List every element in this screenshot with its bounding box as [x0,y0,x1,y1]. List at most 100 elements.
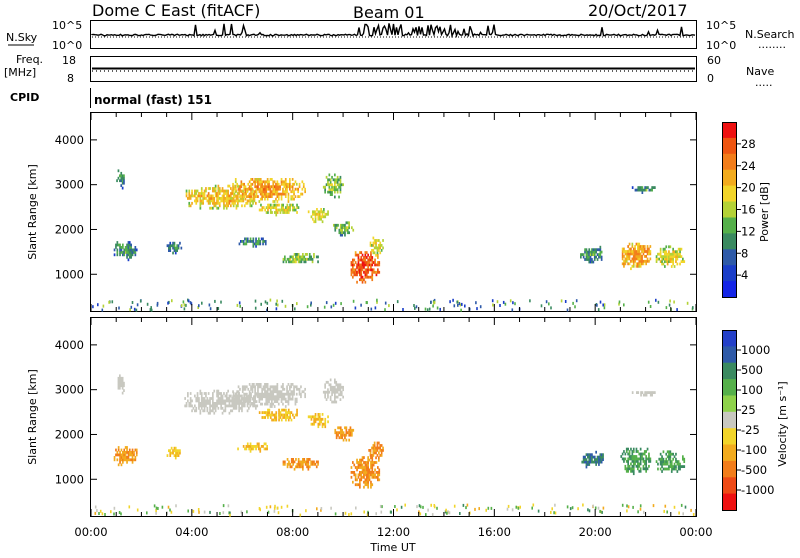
echo-cell [273,390,276,394]
echo-cell [642,393,645,397]
echo-cell [370,253,372,257]
echo-cell [632,467,635,471]
echo-cell [299,255,301,259]
echo-cell [120,379,123,383]
echo-cell [318,217,321,221]
noise-cell [104,513,106,516]
echo-cell [649,257,652,261]
echo-cell [341,428,343,432]
echo-cell [636,391,638,394]
echo-cell [300,392,302,396]
echo-cell [664,255,666,258]
echo-cell [314,217,317,221]
echo-cell [117,463,120,467]
echo-cell [339,185,342,189]
echo-cell [365,466,368,469]
echo-cell [677,460,680,463]
echo-cell [664,257,666,261]
x-tick-label: 12:00 [377,525,410,539]
echo-cell [668,250,670,254]
noise-cell [666,510,668,514]
noise-cell [618,300,621,304]
echo-cell [169,249,172,252]
echo-cell [292,208,294,212]
echo-cell [214,187,217,190]
echo-cell [639,452,642,456]
echo-cell [275,390,277,394]
echo-region [322,378,344,404]
noise-cell [676,308,678,312]
colorbar-tick-label: -25 [741,423,760,437]
echo-cell [657,257,659,261]
velocity-colorbar-label: Velocity [m s⁻¹] [776,381,789,466]
noise-cell [94,505,97,509]
echo-cell [174,246,177,250]
echo-cell [134,246,137,249]
echo-cell [328,183,331,187]
noise-cell [621,503,624,507]
echo-cell [328,178,331,182]
echo-cell [370,456,372,459]
echo-cell [172,241,174,245]
echo-cell [313,422,315,426]
echo-cell [648,259,650,263]
echo-cell [582,255,585,259]
echo-region [166,241,183,255]
echo-cell [325,390,328,394]
echo-cell [287,390,290,394]
echo-cell [122,458,124,462]
echo-cell [372,473,375,477]
echo-cell [314,415,317,419]
echo-cell [321,425,324,429]
echo-cell [303,460,306,464]
echo-cell [213,402,216,405]
echo-cell [255,195,258,198]
echo-cell [282,180,284,184]
noise-cell [101,512,104,516]
echo-cell [320,210,322,214]
echo-cell [259,182,262,186]
echo-cell [372,251,375,255]
echo-cell [133,248,135,252]
echo-cell [212,409,214,413]
echo-cell [257,395,259,399]
echo-cell [632,247,635,251]
nave-label: Nave [746,65,774,78]
echo-cell [225,204,228,208]
echo-cell [342,433,345,437]
echo-cell [682,465,684,468]
echo-cell [280,178,283,181]
echo-cell [119,376,121,380]
echo-cell [244,190,247,194]
noise-cell [475,301,477,305]
echo-cell [324,393,326,397]
echo-cell [634,455,636,458]
echo-cell [360,475,363,479]
echo-cell [304,460,307,464]
echo-cell [128,243,131,247]
echo-cell [335,380,338,384]
echo-cell [334,173,336,177]
echo-cell [285,208,287,212]
echo-cell [223,189,225,193]
y-tick-label: 4000 [55,133,84,147]
echo-cell [120,376,123,380]
echo-cell [231,404,234,408]
echo-cell [287,211,290,214]
noise-cell [550,306,552,310]
colorbar-segment [722,362,737,380]
echo-cell [311,260,314,264]
echo-cell [225,194,228,198]
echo-cell [592,253,595,256]
echo-cell [588,455,591,459]
echo-cell [216,389,218,393]
echo-cell [213,389,216,393]
echo-cell [665,462,668,466]
echo-cell [296,465,299,469]
freq-label: Freq. [16,53,43,66]
echo-cell [374,261,376,264]
echo-cell [234,180,237,184]
echo-cell [255,178,258,181]
echo-cell [189,402,192,405]
echo-cell [682,455,684,459]
